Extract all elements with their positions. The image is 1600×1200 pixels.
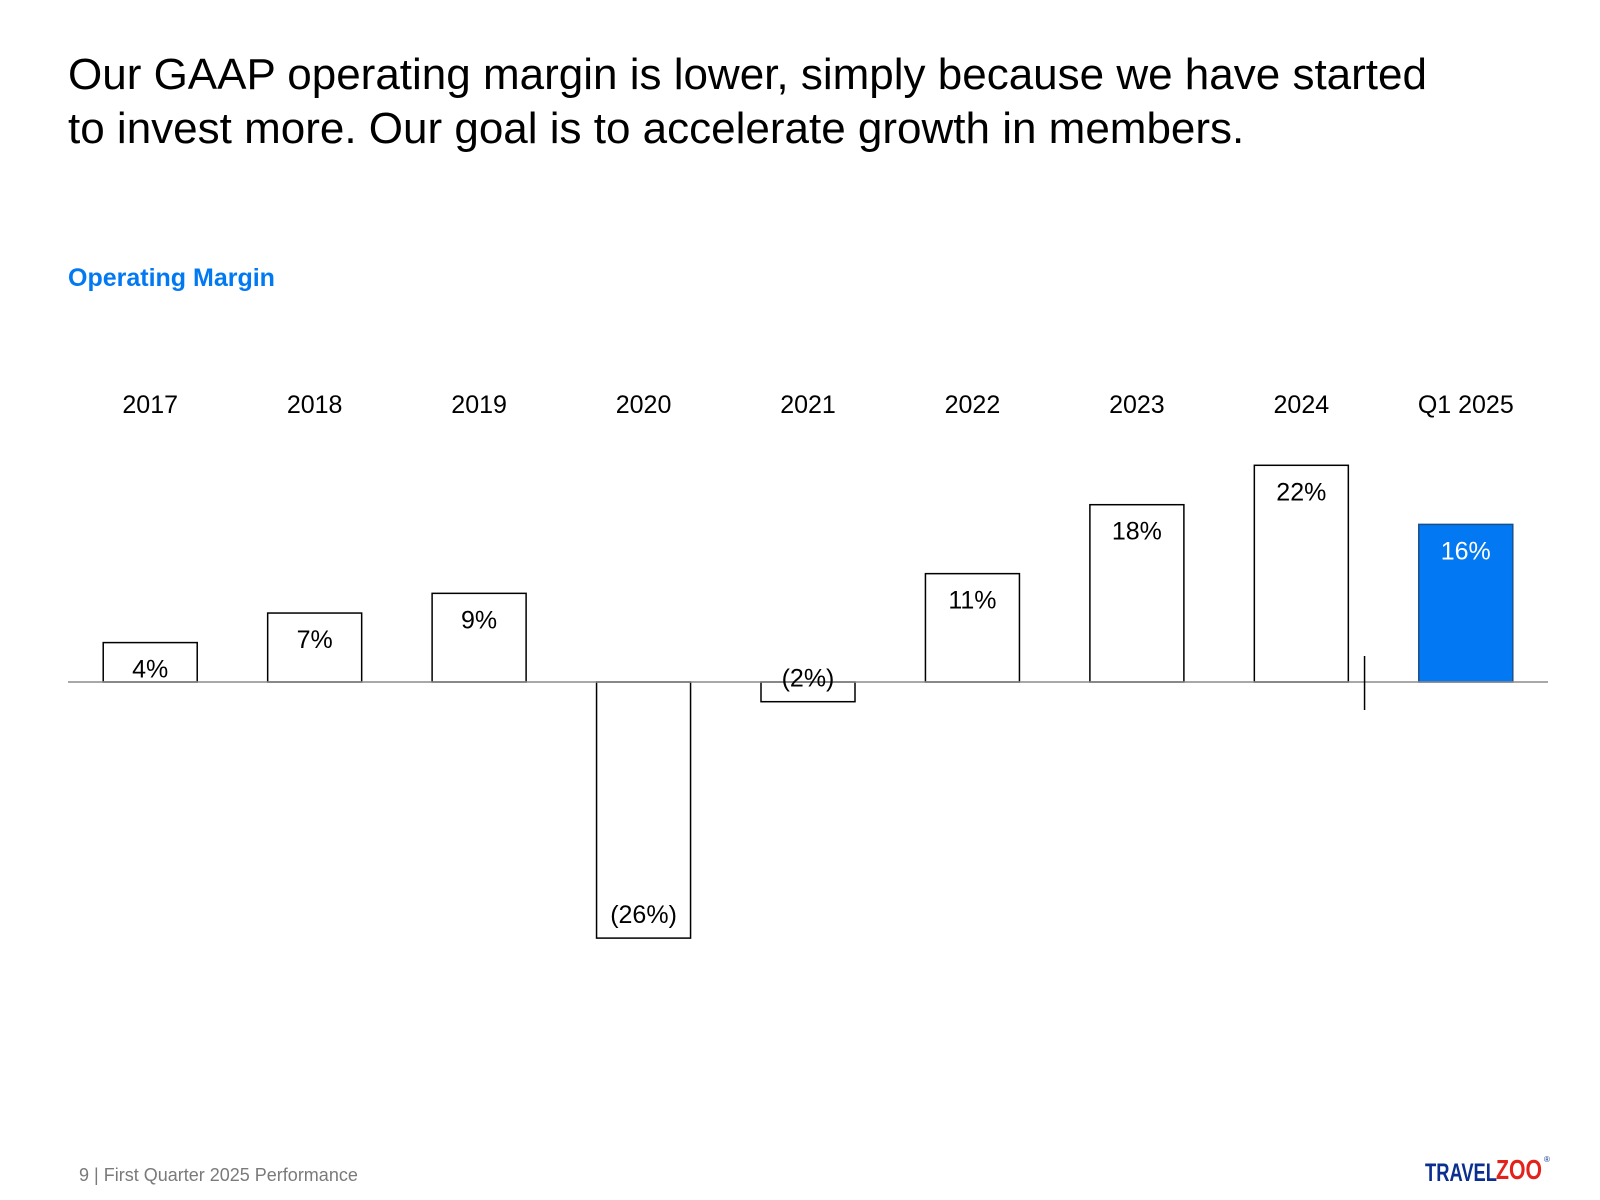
- footer-text: First Quarter 2025 Performance: [103, 1165, 358, 1185]
- value-label-2018: 7%: [297, 626, 333, 654]
- page-title-line-2: to invest more. Our goal is to accelerat…: [68, 104, 1245, 153]
- page-title-line-1: Our GAAP operating margin is lower, simp…: [68, 50, 1427, 99]
- page-number: 9: [79, 1165, 90, 1185]
- logo-text-zoo: ZOO: [1496, 1154, 1542, 1185]
- category-label-2018: 2018: [287, 391, 343, 419]
- logo-registered-mark: ®: [1544, 1155, 1550, 1164]
- category-labels: 2017 2018 2019 2020 2021 2022 2023 2024 Q1 2025: [122, 391, 1513, 419]
- category-label-2022: 2022: [945, 391, 1001, 419]
- value-label-2019: 9%: [461, 606, 497, 634]
- footer-separator: |: [94, 1165, 99, 1185]
- category-label-q1-2025: Q1 2025: [1418, 391, 1514, 419]
- page-title: Our GAAP operating margin is lower, simp…: [68, 48, 1548, 156]
- value-label-2020: (26%): [610, 901, 677, 929]
- value-labels: 4% 7% 9% (26%) (2%) 11% 18% 22% 16%: [132, 478, 1491, 929]
- bar-q1-2025: [1418, 523, 1514, 683]
- value-label-2021: (2%): [782, 665, 835, 693]
- travelzoo-logo: TRAVEL ZOO ®: [1425, 1154, 1550, 1187]
- bar-2017: [102, 641, 198, 683]
- category-label-2019: 2019: [451, 391, 507, 419]
- value-label-2022: 11%: [948, 587, 996, 615]
- value-label-2017: 4%: [132, 656, 168, 684]
- category-label-2024: 2024: [1274, 391, 1330, 419]
- logo-text-travel: TRAVEL: [1425, 1159, 1497, 1187]
- category-label-2021: 2021: [780, 391, 836, 419]
- category-label-2017: 2017: [122, 391, 178, 419]
- value-label-2024: 22%: [1276, 478, 1326, 506]
- category-label-2020: 2020: [616, 391, 672, 419]
- footer: 9 | First Quarter 2025 Performance: [79, 1165, 358, 1186]
- bars: [102, 464, 1514, 939]
- bar-2022: [924, 572, 1021, 683]
- value-label-q1-2025: 16%: [1441, 537, 1491, 565]
- value-label-2023: 18%: [1112, 518, 1162, 546]
- chart-title: Operating Margin: [68, 264, 275, 292]
- bar-2020: [595, 681, 692, 939]
- category-label-2023: 2023: [1109, 391, 1165, 419]
